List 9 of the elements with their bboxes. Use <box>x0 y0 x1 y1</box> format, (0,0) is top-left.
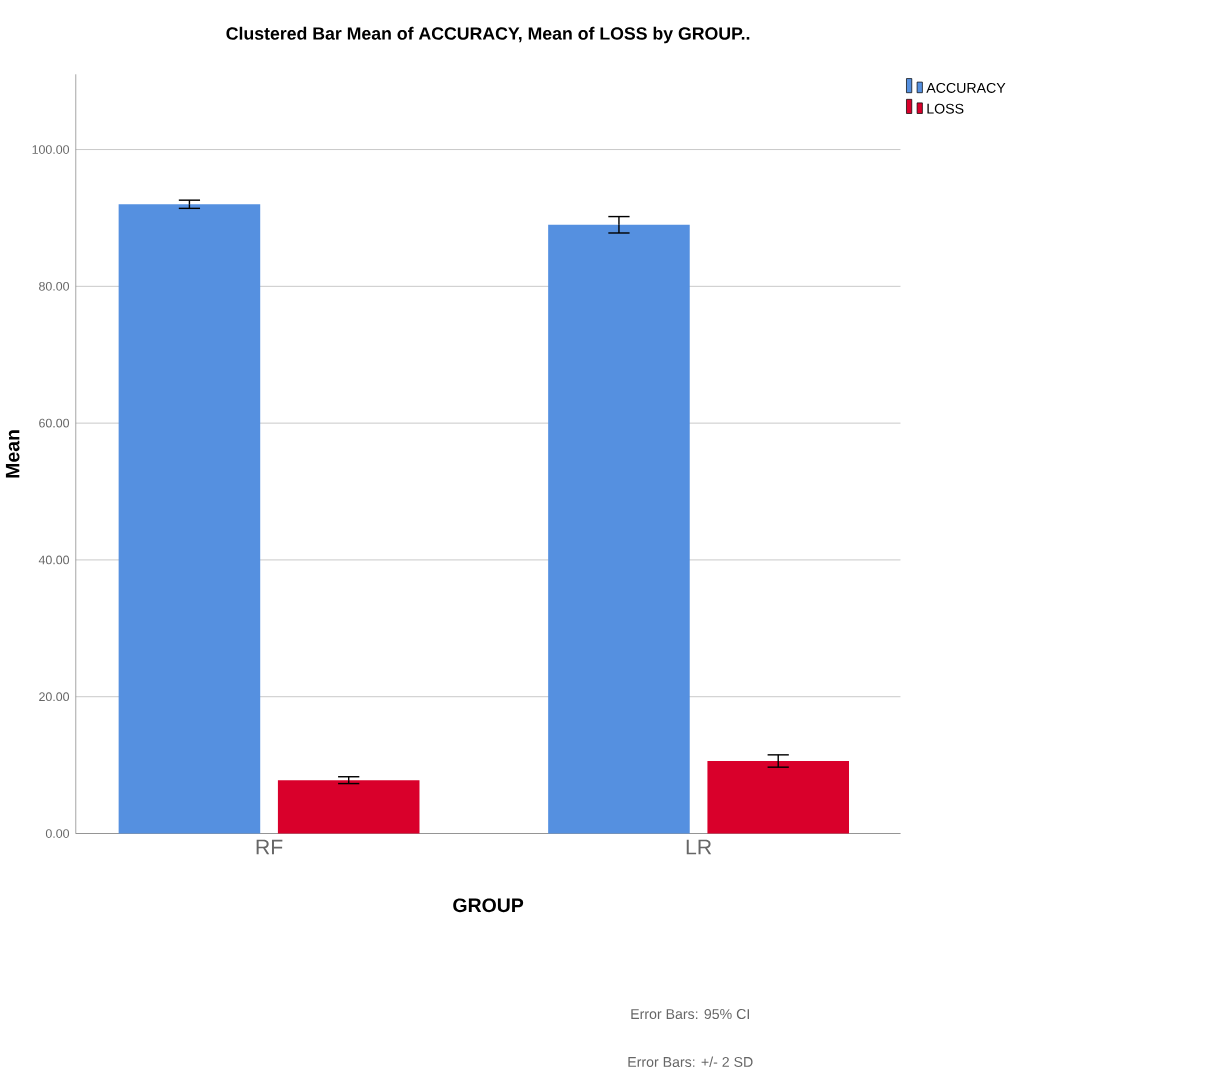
x-tick-label: RF <box>256 840 283 855</box>
bar <box>707 761 850 834</box>
y-axis-title: Mean <box>5 430 20 478</box>
chart-title: Clustered Bar Mean of ACCURACY, Mean of LOSS by GROUP.. <box>226 27 750 44</box>
bar <box>548 225 690 834</box>
bar <box>118 204 261 834</box>
bar <box>277 780 420 834</box>
x-tick-label: LR <box>686 840 712 855</box>
x-axis-title: GROUP <box>453 898 524 913</box>
